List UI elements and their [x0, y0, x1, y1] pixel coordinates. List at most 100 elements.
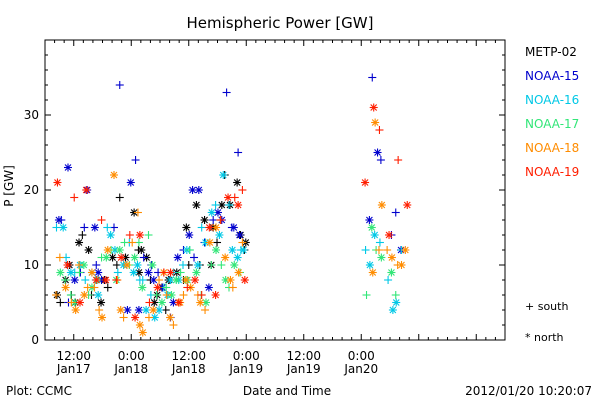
south-point — [144, 313, 153, 322]
x-axis-label: Date and Time — [243, 384, 331, 398]
north-point — [224, 193, 233, 202]
north-point — [204, 283, 213, 292]
north-point — [229, 223, 238, 232]
south-point — [391, 291, 400, 299]
plot-frame — [44, 39, 506, 341]
north-point — [84, 246, 93, 254]
north-point — [185, 231, 194, 239]
north-point — [149, 306, 158, 314]
y-tick-label: 20 — [24, 183, 39, 197]
south-point — [56, 298, 65, 307]
north-point — [387, 253, 396, 262]
north-point — [59, 223, 68, 232]
plot-border — [44, 39, 506, 341]
south-point — [159, 268, 168, 277]
south-point — [234, 148, 243, 157]
north-point — [102, 253, 111, 262]
south-point — [119, 313, 128, 322]
south-point — [95, 306, 104, 314]
south-point — [222, 88, 231, 97]
north-point — [133, 261, 142, 269]
south-point — [110, 223, 118, 232]
north-point — [205, 238, 214, 247]
north-point — [92, 276, 101, 284]
footer-timestamp: 2012/01/20 10:20:07 — [465, 384, 592, 398]
south-point — [376, 156, 385, 164]
south-point — [55, 253, 64, 262]
north-point — [144, 268, 153, 277]
south-point — [57, 216, 66, 224]
south-point — [185, 246, 194, 254]
south-point — [81, 276, 90, 284]
north-point — [126, 178, 135, 187]
north-point — [387, 268, 396, 277]
north-point — [181, 276, 190, 284]
x-tick-time-label: 0:00 — [118, 349, 145, 363]
south-point — [92, 261, 101, 269]
north-point — [134, 306, 143, 314]
north-point — [82, 186, 91, 194]
south-point — [162, 283, 171, 292]
north-point — [87, 268, 96, 277]
legend-entry: NOAA-17 — [525, 117, 579, 131]
north-point — [233, 253, 242, 262]
south-point — [115, 81, 124, 89]
x-tick-time-label: 0:00 — [233, 349, 260, 363]
north-point — [373, 148, 382, 157]
north-point — [205, 223, 214, 232]
south-point — [228, 283, 237, 292]
north-point — [103, 246, 112, 254]
north-point — [129, 268, 138, 277]
south-point — [145, 298, 154, 307]
north-point — [234, 268, 243, 277]
south-point — [70, 193, 79, 202]
north-point — [116, 306, 125, 314]
x-tick-date-label: Jan18 — [171, 362, 206, 376]
south-point — [115, 193, 124, 202]
north-point — [226, 276, 235, 284]
legend-entry: METP-02 — [525, 45, 577, 59]
south-point — [391, 208, 400, 217]
x-tick-date-label: Jan17 — [56, 362, 91, 376]
north-point — [230, 261, 239, 269]
north-point — [94, 291, 103, 299]
south-point — [375, 238, 384, 247]
north-point — [135, 321, 144, 329]
north-point — [80, 291, 89, 299]
north-point — [56, 268, 65, 277]
north-point — [370, 231, 379, 239]
south-point — [112, 261, 121, 269]
north-point — [173, 253, 182, 262]
north-point — [75, 298, 84, 307]
north-point — [207, 208, 216, 217]
y-axis-label: P [GW] — [2, 165, 16, 207]
north-point — [221, 253, 230, 262]
south-point — [112, 276, 121, 284]
north-point — [192, 201, 201, 209]
x-tick-date-label: Jan20 — [343, 362, 378, 376]
south-point — [103, 223, 112, 232]
north-point — [192, 268, 201, 277]
data-points — [52, 73, 412, 337]
south-point — [209, 216, 218, 224]
south-point — [230, 193, 239, 202]
south-point — [211, 201, 220, 209]
north-point — [392, 298, 401, 307]
north-point — [193, 261, 202, 269]
north-point — [101, 276, 110, 284]
north-point — [172, 276, 181, 284]
north-point — [106, 231, 115, 239]
south-point — [201, 306, 210, 314]
south-point — [161, 306, 170, 314]
north-point — [234, 201, 243, 209]
north-point — [397, 261, 406, 269]
north-point — [211, 291, 220, 299]
north-point — [115, 246, 124, 254]
north-point — [138, 328, 147, 337]
north-point — [122, 261, 131, 269]
north-point — [130, 253, 139, 262]
north-point — [212, 223, 221, 232]
legend-entry: NOAA-15 — [525, 69, 579, 83]
x-tick-date-label: Jan19 — [228, 362, 263, 376]
